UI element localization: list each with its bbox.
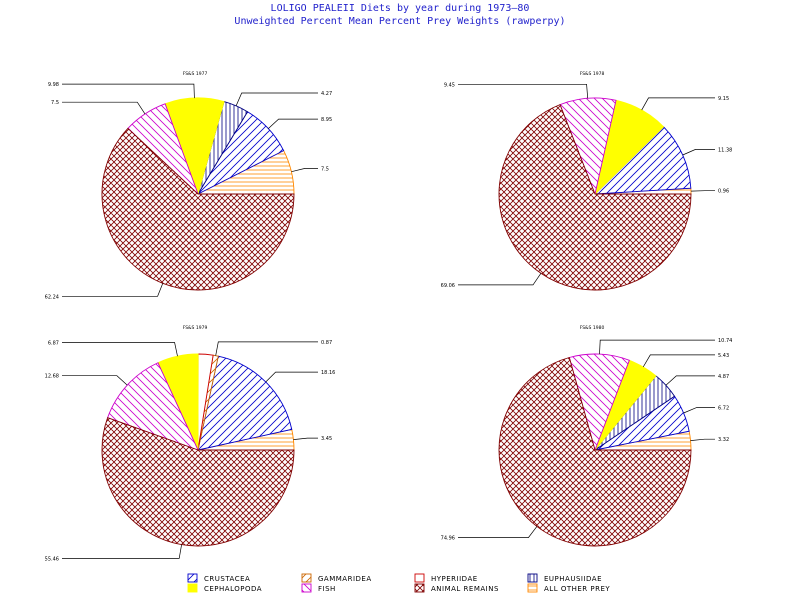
pie-chart-2: FS&S 1978 0.96 11.38 9.15 9.45 69.06 [441,71,732,291]
leader-line [641,97,715,111]
legend: CRUSTACEA CEPHALOPODA GAMMARIDEA FISH HYPERI… [187,573,610,593]
leader-line [62,342,178,357]
slice-value-label: 3.45 [321,436,332,442]
slice-value-label: 12.68 [45,374,59,380]
slice-value-label: 7.5 [51,100,59,106]
legend-item-crustacea: CRUSTACEA [187,573,250,583]
leader-line [665,375,715,386]
leader-line [265,371,318,383]
legend-label: CRUSTACEA [204,575,250,583]
slice-value-label: 74.96 [441,536,455,542]
slice-value-label: 9.98 [48,82,59,88]
slice-value-label: 3.32 [718,437,729,443]
leader-line [690,438,715,441]
legend-label: HYPERIIDAE [431,575,478,583]
legend-swatch [301,573,312,583]
slice-value-label: 8.95 [321,117,332,123]
legend-swatch [187,573,198,583]
pie-slice-animal-remains [101,417,295,547]
slice-value-label: 4.27 [321,91,332,97]
legend-item-gammaridea: GAMMARIDEA [301,573,372,583]
slice-value-label: 7.5 [321,166,329,172]
slice-value-label: 5.43 [718,353,729,359]
leader-line [683,407,715,414]
leader-line [235,92,318,107]
legend-label: CEPHALOPODA [204,585,262,593]
leader-line [293,437,318,440]
legend-item-animal-remains: ANIMAL REMAINS [414,583,499,593]
legend-label: EUPHAUSIIDAE [544,575,602,583]
pie-title: FS&S 1980 [580,325,605,331]
slice-value-label: 4.87 [718,374,729,380]
leader-line [291,168,318,173]
slice-value-label: 6.72 [718,406,729,412]
leader-line [62,83,195,99]
legend-item-euphausiidae: EUPHAUSIIDAE [527,573,602,583]
leader-line [215,341,318,356]
leader-line [458,526,538,538]
pie-chart-4: FS&S 1980 3.32 6.72 4.87 5.43 10.74 74.96 [441,325,732,547]
slice-value-label: 6.87 [48,341,59,347]
pie-title: FS&S 1978 [580,71,605,77]
pie-slice-fish [107,362,199,451]
legend-swatch [301,583,312,593]
pie-title: FS&S 1977 [183,71,208,77]
leader-line [62,375,128,386]
slice-value-label: 11.38 [718,147,732,153]
legend-label: ALL OTHER PREY [544,585,610,593]
slice-value-label: 18.16 [321,370,335,376]
legend-swatch [527,573,538,583]
leader-line [682,149,715,156]
slice-value-label: 0.96 [718,189,729,195]
legend-item-cephalopoda: CEPHALOPODA [187,583,262,593]
legend-item-hyperiidae: HYPERIIDAE [414,573,478,583]
legend-swatch [187,583,198,593]
pie-chart-3: FS&S 1979 3.45 18.16 0.87 6.87 12.68 55.46 [45,325,336,562]
legend-label: FISH [318,585,336,593]
leader-line [62,283,164,297]
pie-slice-crustacea [593,126,692,195]
leader-line [62,544,182,559]
slice-value-label: 55.46 [45,556,59,562]
pie-slice-animal-remains [498,356,692,547]
chart-subtitle: Unweighted Percent Mean Percent Prey Wei… [234,16,566,27]
slice-value-label: 62.24 [45,294,59,300]
pie-title: FS&S 1979 [183,325,208,331]
pie-chart-1: FS&S 1977 7.5 8.95 4.27 9.98 7.5 62.24 [45,71,332,300]
slice-value-label: 10.74 [718,338,732,344]
leader-line [642,354,715,368]
slice-value-label: 9.45 [444,82,455,88]
legend-swatch [527,583,538,593]
legend-swatch [414,583,425,593]
legend-label: GAMMARIDEA [318,575,372,583]
leader-line [458,273,542,286]
slice-value-label: 9.15 [718,96,729,102]
slice-value-label: 0.87 [321,340,332,346]
legend-item-all-other: ALL OTHER PREY [527,583,610,593]
legend-swatch [414,573,425,583]
legend-label: ANIMAL REMAINS [431,585,499,593]
leader-line [458,83,589,99]
chart-title: LOLIGO PEALEII Diets by year during 1973… [270,3,530,14]
legend-item-fish: FISH [301,583,336,593]
leader-line [599,339,715,355]
leader-line [268,118,318,129]
leader-line [62,101,146,115]
slice-value-label: 69.06 [441,283,455,289]
